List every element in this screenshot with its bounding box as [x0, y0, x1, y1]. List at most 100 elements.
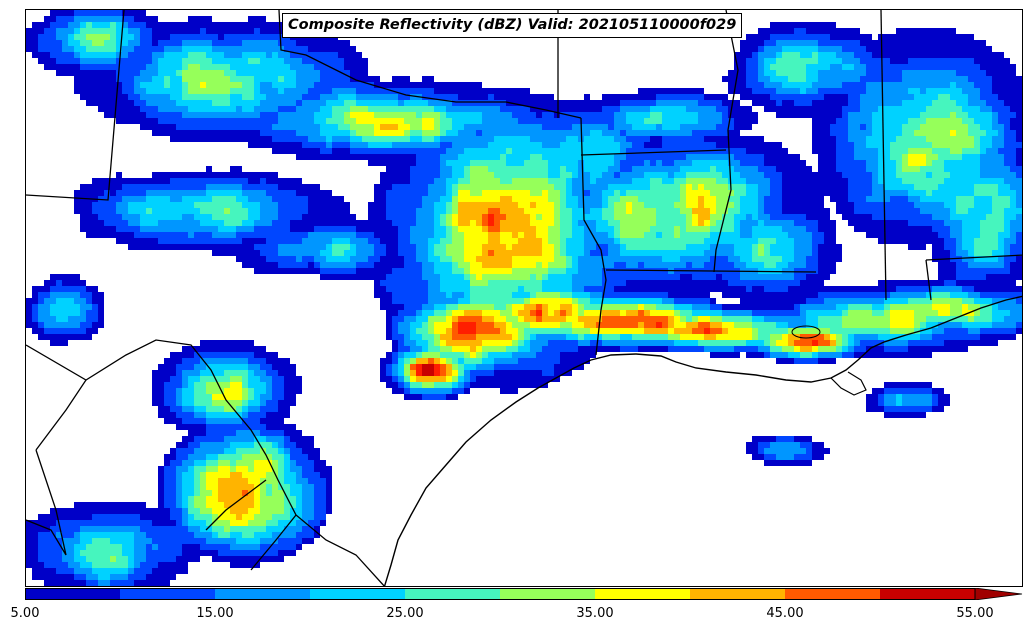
reflectivity-cell [140, 94, 146, 100]
reflectivity-cell [320, 208, 326, 214]
reflectivity-cell [830, 64, 836, 70]
reflectivity-cell [326, 142, 332, 148]
reflectivity-cell [374, 226, 380, 232]
reflectivity-cell [770, 244, 776, 250]
reflectivity-cell [998, 178, 1004, 184]
reflectivity-cell [512, 88, 518, 94]
reflectivity-cell [380, 184, 386, 190]
reflectivity-cell [854, 226, 860, 232]
reflectivity-cell [974, 118, 980, 124]
reflectivity-cell [638, 160, 644, 166]
reflectivity-cell [674, 244, 680, 250]
reflectivity-cell [530, 214, 536, 220]
reflectivity-cell [974, 202, 980, 208]
reflectivity-cell [212, 34, 218, 40]
reflectivity-cell [806, 208, 812, 214]
reflectivity-cell [272, 22, 278, 28]
reflectivity-cell [176, 130, 182, 136]
reflectivity-cell [206, 238, 212, 244]
reflectivity-cell [404, 202, 410, 208]
reflectivity-cell [506, 118, 512, 124]
reflectivity-cell [416, 88, 422, 94]
reflectivity-cell [944, 112, 950, 118]
reflectivity-cell [296, 178, 302, 184]
reflectivity-cell [260, 28, 266, 34]
reflectivity-cell [626, 208, 632, 214]
reflectivity-cell [914, 52, 920, 58]
reflectivity-cell [296, 88, 302, 94]
reflectivity-cell [668, 106, 674, 112]
reflectivity-cell [128, 58, 134, 64]
reflectivity-cell [632, 244, 638, 250]
reflectivity-cell [920, 226, 926, 232]
reflectivity-cell [428, 76, 434, 82]
reflectivity-cell [506, 94, 512, 100]
reflectivity-cell [518, 154, 524, 160]
reflectivity-cell [638, 130, 644, 136]
reflectivity-cell [422, 118, 428, 124]
reflectivity-cell [458, 88, 464, 94]
reflectivity-cell [290, 232, 296, 238]
reflectivity-cell [260, 184, 266, 190]
reflectivity-cell [128, 106, 134, 112]
reflectivity-cell [914, 100, 920, 106]
reflectivity-cell [110, 178, 116, 184]
reflectivity-cell [230, 214, 236, 220]
reflectivity-cell [872, 46, 878, 52]
reflectivity-cell [974, 124, 980, 130]
reflectivity-cell [950, 136, 956, 142]
reflectivity-cell [818, 40, 824, 46]
reflectivity-cell [956, 94, 962, 100]
reflectivity-cell [470, 244, 476, 250]
reflectivity-cell [650, 154, 656, 160]
reflectivity-cell [170, 178, 176, 184]
reflectivity-cell [836, 52, 842, 58]
reflectivity-cell [968, 76, 974, 82]
reflectivity-cell [218, 88, 224, 94]
reflectivity-cell [440, 148, 446, 154]
reflectivity-cell [620, 118, 626, 124]
reflectivity-cell [476, 250, 482, 256]
reflectivity-cell [698, 154, 704, 160]
reflectivity-cell [608, 190, 614, 196]
reflectivity-cell [746, 106, 752, 112]
reflectivity-cell [212, 100, 218, 106]
reflectivity-cell [200, 244, 206, 250]
reflectivity-cell [452, 142, 458, 148]
reflectivity-cell [806, 112, 812, 118]
reflectivity-cell [224, 76, 230, 82]
reflectivity-cell [362, 154, 368, 160]
reflectivity-cell [908, 88, 914, 94]
reflectivity-cell [290, 52, 296, 58]
reflectivity-cell [434, 232, 440, 238]
reflectivity-cell [626, 244, 632, 250]
reflectivity-cell [398, 112, 404, 118]
reflectivity-cell [902, 82, 908, 88]
reflectivity-cell [422, 94, 428, 100]
reflectivity-cell [554, 190, 560, 196]
reflectivity-cell [272, 124, 278, 130]
reflectivity-cell [374, 124, 380, 130]
reflectivity-cell [800, 22, 806, 28]
reflectivity-cell [512, 172, 518, 178]
reflectivity-cell [38, 34, 44, 40]
reflectivity-cell [38, 52, 44, 58]
reflectivity-cell [470, 154, 476, 160]
reflectivity-cell [176, 28, 182, 34]
reflectivity-cell [194, 70, 200, 76]
reflectivity-cell [956, 64, 962, 70]
reflectivity-cell [692, 124, 698, 130]
reflectivity-cell [314, 148, 320, 154]
reflectivity-cell [944, 226, 950, 232]
reflectivity-cell [848, 208, 854, 214]
reflectivity-cell [896, 214, 902, 220]
reflectivity-cell [50, 64, 56, 70]
reflectivity-cell [884, 160, 890, 166]
reflectivity-cell [668, 160, 674, 166]
reflectivity-cell [410, 172, 416, 178]
reflectivity-cell [542, 94, 548, 100]
reflectivity-cell [896, 190, 902, 196]
reflectivity-cell [848, 52, 854, 58]
reflectivity-cell [506, 202, 512, 208]
reflectivity-cell [362, 58, 368, 64]
